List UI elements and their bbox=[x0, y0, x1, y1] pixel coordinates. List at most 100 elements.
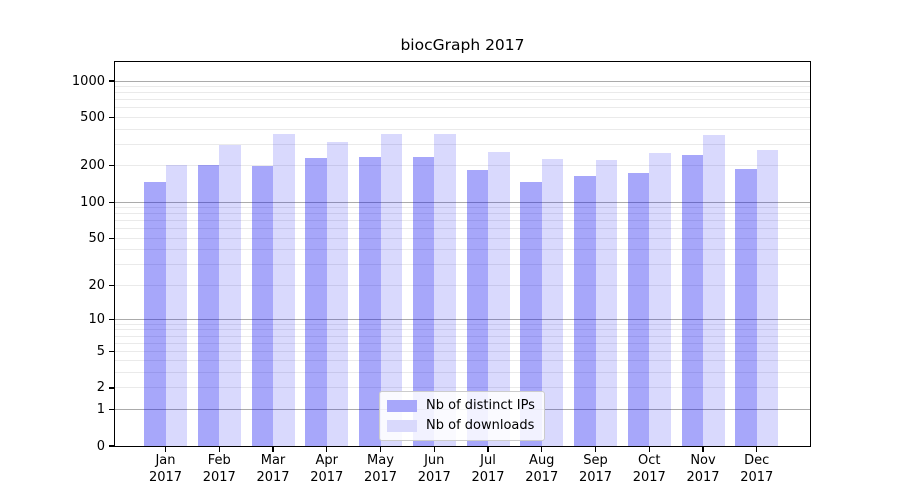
legend-row-distinct-ips: Nb of distinct IPs bbox=[387, 397, 535, 414]
bar-nb-of-distinct-ips-aug bbox=[520, 181, 542, 446]
gridline-minor-70 bbox=[115, 220, 810, 222]
x-tick-jan bbox=[164, 446, 167, 452]
y-tick-1000 bbox=[108, 80, 115, 82]
x-tick-feb bbox=[218, 446, 220, 452]
y-tick-500 bbox=[108, 116, 115, 119]
x-label-jun: Jun 2017 bbox=[417, 453, 451, 485]
x-label-feb: Feb 2017 bbox=[202, 453, 236, 485]
y-tick-5 bbox=[108, 350, 115, 352]
x-label-nov: Nov 2017 bbox=[686, 453, 720, 485]
x-label-aug: Aug 2017 bbox=[525, 453, 559, 485]
plot-area: Jan 2017 Feb 2017 Mar 2017 Apr 2017 May 2017 Jun 20… bbox=[72, 61, 811, 485]
bar-nb-of-downloads-nov bbox=[703, 134, 725, 446]
gridline-minor-5 bbox=[115, 350, 810, 352]
gridline-minor-6 bbox=[115, 342, 810, 344]
y-label-200: 200 bbox=[80, 158, 105, 174]
bar-nb-of-downloads-jan bbox=[165, 164, 187, 446]
gridline-major-100 bbox=[115, 201, 810, 203]
bar-nb-of-distinct-ips-oct bbox=[627, 173, 650, 446]
gridline-minor-20 bbox=[115, 284, 810, 286]
y-tick-100 bbox=[108, 201, 115, 203]
bar-nb-of-downloads-jun bbox=[434, 134, 456, 446]
x-tick-nov bbox=[702, 446, 704, 452]
gridline-minor-4 bbox=[115, 360, 810, 362]
legend-swatch-distinct-ips bbox=[387, 399, 417, 412]
gridline-minor-60 bbox=[115, 228, 810, 230]
x-label-may: May 2017 bbox=[363, 453, 398, 485]
x-label-jan: Jan 2017 bbox=[148, 453, 183, 485]
gridline-minor-3 bbox=[115, 372, 810, 374]
bar-nb-of-downloads-aug bbox=[541, 159, 564, 446]
x-tick-aug bbox=[541, 446, 543, 452]
x-label-dec: Dec 2017 bbox=[740, 453, 774, 485]
bar-nb-of-distinct-ips-mar bbox=[251, 166, 273, 446]
bar-nb-of-downloads-dec bbox=[756, 149, 779, 446]
y-label-20: 20 bbox=[88, 277, 105, 293]
gridline-minor-800 bbox=[115, 92, 810, 94]
gridline-minor-40 bbox=[115, 249, 810, 251]
bar-nb-of-downloads-sep bbox=[595, 160, 617, 446]
x-tick-sep bbox=[594, 446, 597, 452]
y-tick-20 bbox=[108, 284, 115, 286]
bar-nb-of-distinct-ips-may bbox=[359, 157, 381, 446]
y-tick-200 bbox=[108, 165, 115, 167]
y-tick-2 bbox=[108, 387, 115, 389]
x-label-mar: Mar 2017 bbox=[256, 453, 290, 485]
bar-nb-of-distinct-ips-feb bbox=[197, 164, 220, 446]
y-tick-50 bbox=[108, 237, 115, 239]
bar-nb-of-downloads-feb bbox=[219, 144, 241, 446]
y-label-100: 100 bbox=[80, 194, 105, 210]
gridline-minor-80 bbox=[115, 213, 810, 215]
x-label-jul: Jul 2017 bbox=[471, 453, 505, 485]
gridline-minor-300 bbox=[115, 144, 810, 145]
x-label-oct: Oct 2017 bbox=[632, 453, 666, 485]
x-tick-mar bbox=[272, 446, 274, 452]
x-tick-dec bbox=[756, 446, 758, 452]
x-tick-apr bbox=[326, 446, 328, 452]
gridline-minor-400 bbox=[115, 128, 810, 130]
gridline-minor-30 bbox=[115, 264, 810, 266]
gridline-minor-600 bbox=[115, 107, 810, 109]
y-tick-0 bbox=[108, 445, 115, 447]
gridline-minor-200 bbox=[115, 165, 810, 167]
x-tick-oct bbox=[648, 446, 650, 452]
y-label-50: 50 bbox=[88, 230, 105, 246]
bar-nb-of-downloads-may bbox=[380, 134, 402, 446]
y-label-10: 10 bbox=[88, 311, 105, 327]
y-label-500: 500 bbox=[80, 110, 105, 126]
bar-nb-of-distinct-ips-jan bbox=[144, 182, 166, 446]
gridline-minor-7 bbox=[115, 335, 810, 337]
legend-label-distinct-ips: Nb of distinct IPs bbox=[426, 398, 535, 413]
gridline-major-10 bbox=[115, 318, 810, 320]
x-tick-jul bbox=[487, 446, 489, 452]
x-tick-jun bbox=[433, 446, 435, 452]
gridline-minor-8 bbox=[115, 329, 810, 331]
y-label-5: 5 bbox=[96, 343, 105, 359]
bar-nb-of-distinct-ips-nov bbox=[681, 154, 703, 446]
legend-swatch-downloads bbox=[387, 419, 417, 432]
bar-nb-of-downloads-apr bbox=[326, 142, 349, 446]
x-label-apr: Apr 2017 bbox=[310, 453, 344, 485]
x-tick-may bbox=[379, 446, 382, 452]
bar-nb-of-distinct-ips-sep bbox=[574, 176, 596, 446]
bar-nb-of-distinct-ips-jun bbox=[412, 156, 435, 446]
bar-nb-of-distinct-ips-dec bbox=[735, 169, 757, 446]
bar-nb-of-distinct-ips-apr bbox=[305, 158, 327, 446]
gridline-minor-700 bbox=[115, 99, 810, 101]
gridline-minor-50 bbox=[115, 237, 810, 239]
gridline-minor-900 bbox=[115, 86, 810, 88]
legend-label-downloads: Nb of downloads bbox=[426, 418, 535, 433]
bar-nb-of-downloads-oct bbox=[649, 153, 671, 446]
y-label-0: 0 bbox=[96, 438, 105, 454]
gridline-major-1000 bbox=[115, 80, 810, 82]
legend: Nb of distinct IPs Nb of downloads bbox=[379, 391, 545, 441]
bar-nb-of-downloads-jul bbox=[488, 151, 510, 446]
x-label-sep: Sep 2017 bbox=[578, 453, 613, 485]
bar-nb-of-downloads-mar bbox=[273, 134, 295, 446]
chart-title: biocGraph 2017 bbox=[400, 36, 525, 54]
y-label-2: 2 bbox=[96, 380, 105, 396]
legend-row-downloads: Nb of downloads bbox=[387, 417, 535, 434]
y-tick-1 bbox=[108, 408, 115, 411]
y-label-1: 1 bbox=[96, 401, 105, 417]
